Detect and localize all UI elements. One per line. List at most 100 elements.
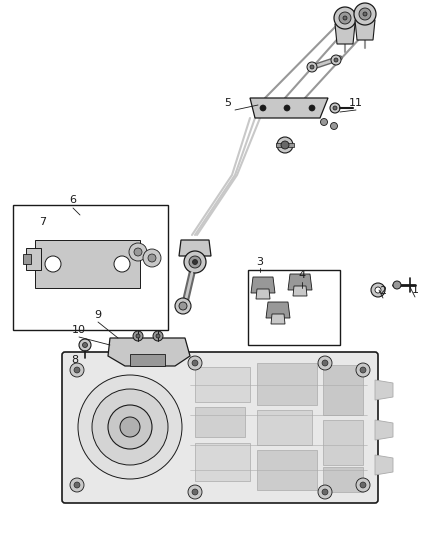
Circle shape [334,7,356,29]
Circle shape [393,281,401,289]
Circle shape [129,243,147,261]
Text: 4: 4 [298,270,306,280]
Polygon shape [250,98,328,118]
Text: 5: 5 [225,98,232,108]
Circle shape [148,254,156,262]
Circle shape [359,8,371,20]
Circle shape [143,249,161,267]
Bar [195,407,245,437]
Circle shape [260,105,266,111]
Circle shape [331,123,338,130]
Circle shape [74,482,80,488]
Text: 1: 1 [411,285,418,295]
Circle shape [179,302,187,310]
Polygon shape [355,20,375,40]
Circle shape [339,12,351,24]
Bar [257,450,317,490]
Polygon shape [35,240,140,288]
Text: 11: 11 [349,98,363,108]
Circle shape [92,389,168,465]
Polygon shape [26,248,41,270]
Circle shape [277,137,293,153]
Circle shape [79,339,91,351]
Circle shape [184,251,206,273]
Circle shape [134,248,142,256]
Polygon shape [335,24,355,44]
Circle shape [331,55,341,65]
Circle shape [156,334,160,338]
Bar [13,205,168,330]
Circle shape [114,256,130,272]
Polygon shape [271,314,285,324]
Bar [323,467,363,492]
Circle shape [318,356,332,370]
Circle shape [360,367,366,373]
Circle shape [356,363,370,377]
Circle shape [192,360,198,366]
Polygon shape [375,380,393,400]
Circle shape [284,105,290,111]
Polygon shape [266,302,290,318]
Circle shape [321,118,328,125]
Text: 9: 9 [95,310,102,320]
Circle shape [188,485,202,499]
Bar [257,363,317,405]
Circle shape [175,298,191,314]
Polygon shape [179,240,211,256]
Circle shape [78,375,182,479]
Circle shape [189,256,201,268]
Circle shape [343,16,347,20]
Circle shape [310,65,314,69]
Text: 2: 2 [379,286,387,296]
Circle shape [375,287,381,293]
Circle shape [70,363,84,377]
Circle shape [108,405,152,449]
Text: 3: 3 [257,257,264,267]
Circle shape [188,356,202,370]
Bar [323,365,363,415]
Circle shape [120,417,140,437]
Polygon shape [23,254,31,264]
Circle shape [322,360,328,366]
Circle shape [70,478,84,492]
Circle shape [192,489,198,495]
Polygon shape [256,289,270,299]
Text: 7: 7 [39,217,46,227]
Circle shape [281,141,289,149]
Circle shape [334,58,338,62]
Circle shape [322,489,328,495]
Circle shape [330,103,340,113]
Circle shape [74,367,80,373]
Circle shape [371,283,385,297]
Polygon shape [375,420,393,440]
Text: 6: 6 [70,195,77,205]
Polygon shape [130,354,165,366]
Bar [248,270,340,345]
Circle shape [133,331,143,341]
FancyBboxPatch shape [62,352,378,503]
Circle shape [309,105,315,111]
Circle shape [136,334,140,338]
Polygon shape [293,286,307,296]
Circle shape [354,3,376,25]
Bar [195,443,250,481]
Circle shape [153,331,163,341]
Circle shape [360,482,366,488]
Circle shape [333,106,337,110]
Circle shape [363,12,367,16]
Bar [195,367,250,402]
Bar [323,420,363,465]
Polygon shape [288,274,312,290]
Circle shape [318,485,332,499]
Polygon shape [251,277,275,293]
Circle shape [356,478,370,492]
Polygon shape [375,455,393,475]
Bar [257,410,312,445]
Circle shape [192,260,198,264]
Circle shape [45,256,61,272]
Bar [276,143,294,147]
Circle shape [307,62,317,72]
Circle shape [82,343,88,348]
Text: 10: 10 [72,325,86,335]
Text: 8: 8 [71,355,78,365]
